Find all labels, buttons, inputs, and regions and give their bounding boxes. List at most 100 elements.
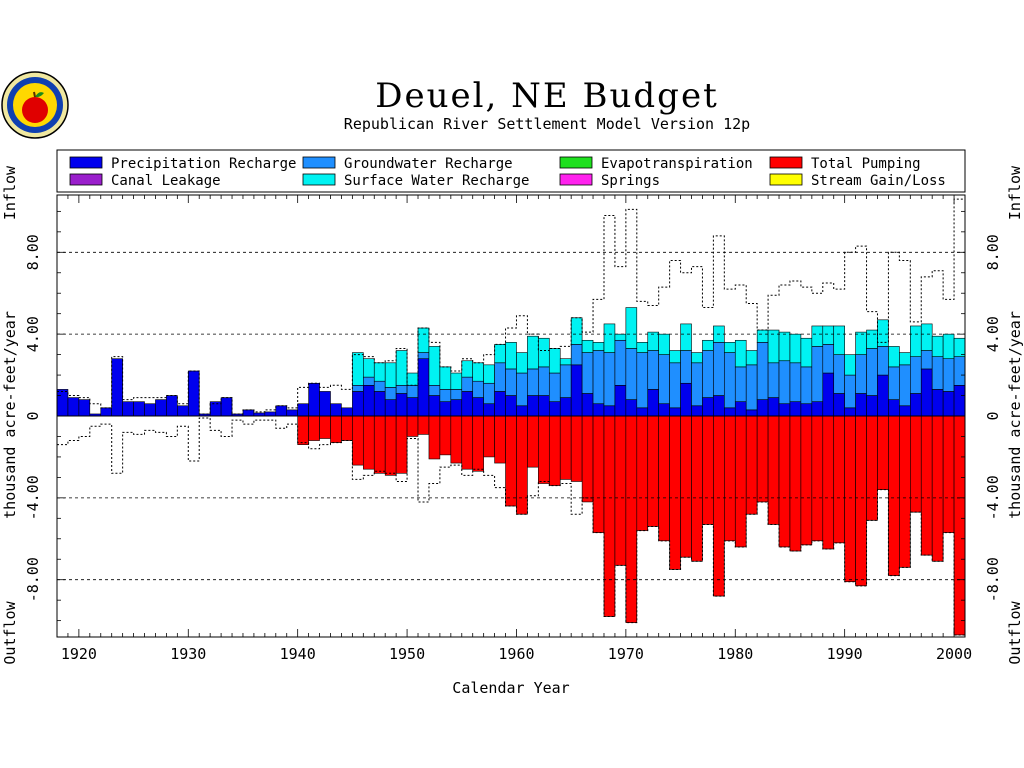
- y-tick-label-left: -8.00: [24, 557, 42, 602]
- bar-segment: [756, 342, 769, 400]
- bar-segment: [899, 352, 911, 366]
- bar-segment: [209, 401, 222, 417]
- bar-segment: [888, 346, 900, 368]
- bar-segment: [942, 391, 955, 417]
- bar-segment: [428, 346, 441, 386]
- bar-segment: [953, 415, 966, 636]
- legend-label: Total Pumping: [811, 156, 921, 172]
- legend-swatch: [302, 156, 336, 169]
- bar-segment: [658, 415, 670, 542]
- bar-segment: [352, 415, 364, 466]
- bar-segment: [352, 352, 364, 386]
- bar-segment: [494, 415, 506, 464]
- bar-segment: [330, 403, 342, 417]
- y-tick-label-right: -4.00: [984, 475, 1002, 520]
- bar-segment: [888, 415, 900, 576]
- x-tick-label: 1950: [389, 645, 425, 663]
- bar-segment: [614, 339, 627, 386]
- bar-segment: [264, 411, 277, 417]
- bar-segment: [745, 350, 758, 366]
- bar-segment: [658, 354, 670, 405]
- bar-segment: [581, 339, 594, 353]
- bar-segment: [483, 382, 495, 405]
- bar-segment: [395, 393, 408, 417]
- bar-segment: [548, 372, 561, 402]
- y-tick-label-left: -4.00: [24, 475, 42, 520]
- bar-segment: [472, 380, 484, 398]
- outflow-label-left: Outflow: [1, 600, 19, 664]
- bar-segment: [384, 387, 397, 400]
- bar-segment: [745, 415, 758, 515]
- bar-segment: [636, 342, 649, 353]
- bar-segment: [592, 342, 605, 351]
- bar-segment: [658, 403, 670, 417]
- y-tick-label-right: 0: [984, 411, 1002, 420]
- x-tick-label: 1940: [280, 645, 316, 663]
- bar-segment: [592, 403, 605, 417]
- bar-segment: [756, 329, 769, 343]
- bar-segment: [308, 415, 320, 441]
- bar-segment: [833, 354, 845, 394]
- bar-segment: [920, 415, 933, 556]
- bar-segment: [472, 415, 484, 472]
- bar-segment: [931, 389, 944, 417]
- bar-segment: [363, 385, 375, 417]
- bar-segment: [734, 401, 747, 417]
- y-tick-label-left: 8.00: [24, 234, 42, 270]
- bar-segment: [570, 364, 583, 417]
- legend-swatch: [769, 156, 803, 169]
- bar-segment: [822, 344, 835, 374]
- bar-segment: [450, 389, 463, 400]
- bar-segment: [899, 364, 911, 407]
- bar-segment: [647, 331, 659, 351]
- bar-segment: [527, 395, 539, 417]
- bar-segment: [319, 415, 331, 439]
- bar-segment: [483, 415, 495, 458]
- bar-segment: [570, 344, 583, 366]
- bar-segment: [877, 374, 889, 417]
- x-tick-label: 1990: [827, 645, 863, 663]
- bar-segment: [855, 393, 867, 417]
- bar-segment: [494, 344, 506, 364]
- bar-segment: [953, 356, 966, 386]
- y-tick-label-right: -8.00: [984, 557, 1002, 602]
- x-axis-label: Calendar Year: [452, 679, 569, 697]
- bar-segment: [166, 395, 178, 417]
- bar-segment: [548, 415, 561, 486]
- bar-segment: [614, 385, 627, 417]
- bar-segment: [866, 348, 878, 396]
- bar-segment: [899, 405, 911, 417]
- bar-segment: [614, 333, 627, 341]
- bar-segment: [844, 407, 856, 417]
- bar-segment: [734, 366, 747, 402]
- bar-segment: [516, 415, 528, 515]
- bar-segment: [559, 397, 572, 417]
- bar-segment: [286, 409, 298, 417]
- bar-segment: [461, 360, 474, 378]
- legend-label: Stream Gain/Loss: [811, 173, 946, 189]
- bar-segment: [636, 415, 649, 531]
- bar-segment: [614, 415, 627, 566]
- bar-segment: [789, 415, 802, 552]
- bar-segment: [483, 364, 495, 384]
- bar-segment: [516, 372, 528, 407]
- bar-segment: [724, 415, 736, 542]
- bar-segment: [877, 346, 889, 376]
- bar-segment: [428, 395, 441, 417]
- bar-segment: [888, 366, 900, 400]
- bar-segment: [308, 382, 320, 417]
- net-outflow-outline: [57, 417, 965, 636]
- bar-segment: [527, 415, 539, 468]
- bar-segment: [844, 415, 856, 583]
- x-tick-label: 1930: [170, 645, 206, 663]
- bar-segment: [866, 415, 878, 521]
- bar-segment: [603, 405, 616, 417]
- bar-segment: [910, 393, 922, 417]
- bar-segment: [822, 325, 835, 345]
- bar-segment: [548, 401, 561, 417]
- bar-segment: [450, 399, 463, 417]
- bar-segment: [472, 397, 484, 417]
- y-axis-label-right: thousand acre-feet/year: [1006, 311, 1024, 519]
- bar-segment: [516, 405, 528, 417]
- bar-segment: [548, 348, 561, 374]
